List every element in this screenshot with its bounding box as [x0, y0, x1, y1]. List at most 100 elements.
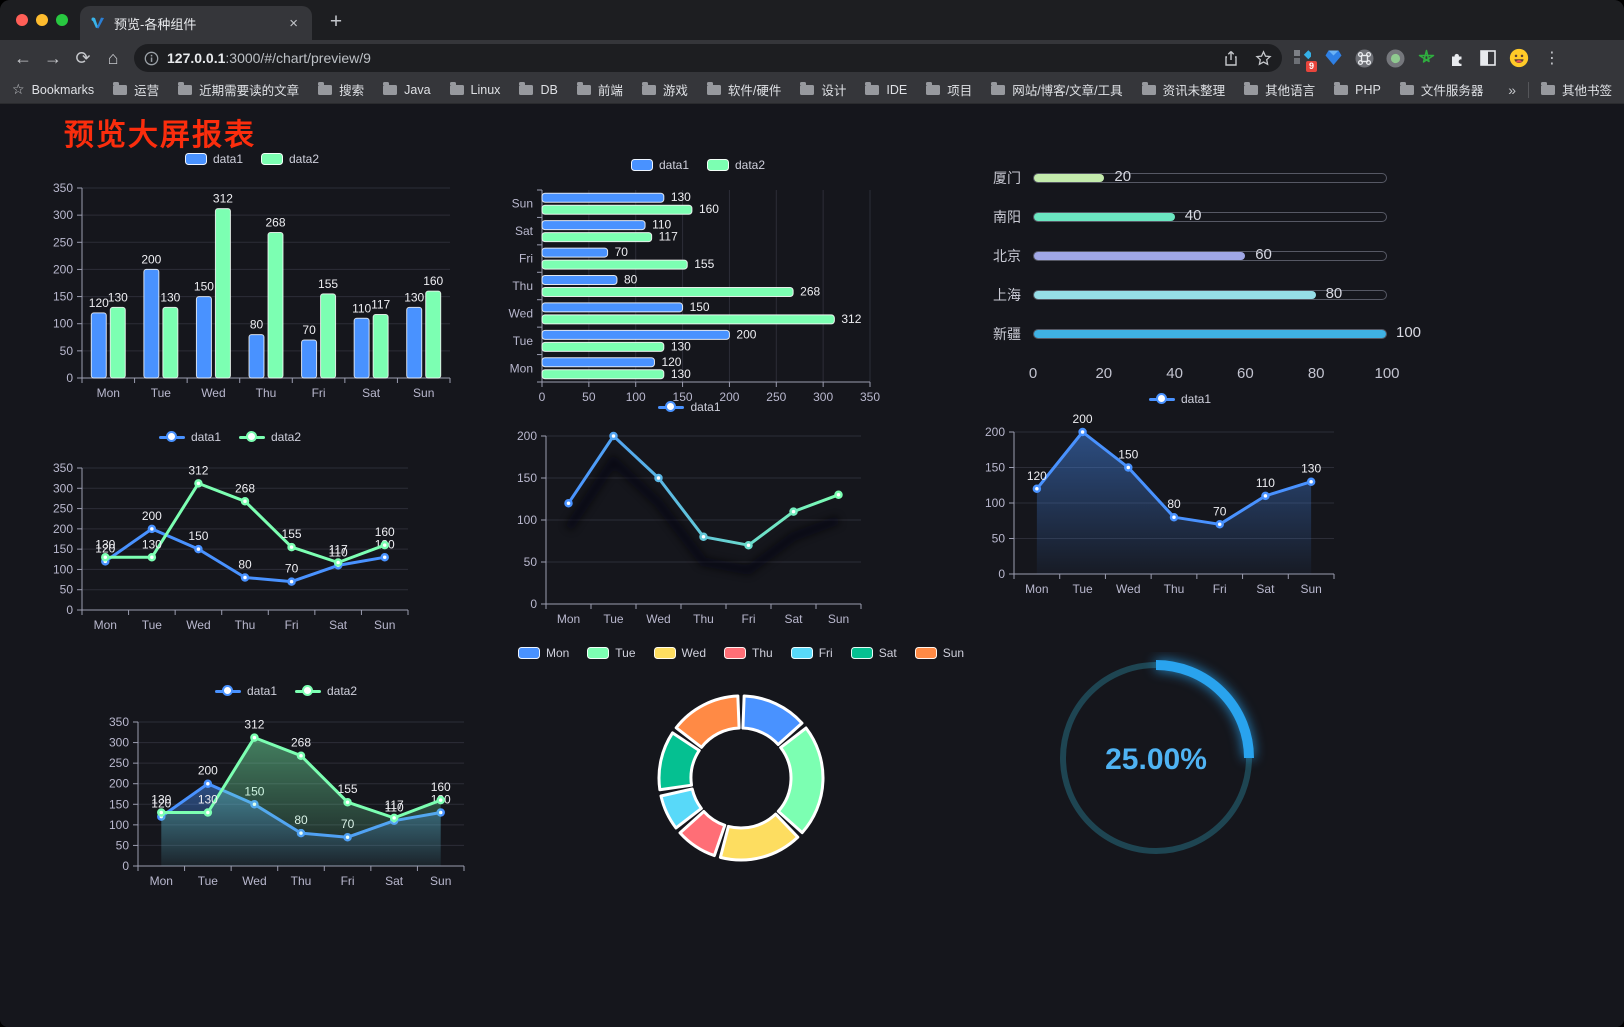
legend-item[interactable]: data2	[295, 684, 357, 698]
svg-text:Fri: Fri	[519, 252, 533, 266]
legend-item[interactable]: Thu	[724, 646, 773, 660]
bookmark-folder[interactable]: 文件服务器	[1399, 80, 1483, 99]
legend-item[interactable]: data2	[261, 152, 319, 166]
svg-text:250: 250	[766, 390, 786, 404]
bar-chart-horizontal: data1 data2 0 50 100 150 200 250 300 350 Mon Tue Wed…	[498, 154, 898, 412]
command-extension-icon[interactable]	[1354, 48, 1374, 68]
bookmark-folder-label: 设计	[821, 84, 847, 98]
svg-text:160: 160	[699, 202, 719, 216]
bookmark-star-icon[interactable]	[1255, 49, 1272, 67]
bookmarks-star-icon[interactable]: ☆	[12, 81, 25, 97]
legend-label: data2	[327, 684, 358, 698]
svg-text:Thu: Thu	[235, 618, 256, 632]
svg-text:Fri: Fri	[285, 618, 299, 632]
new-tab-button[interactable]: +	[329, 10, 343, 33]
svg-text:Mon: Mon	[1025, 582, 1048, 596]
progress-label: 上海	[993, 286, 1021, 303]
legend-item[interactable]: data1	[1148, 392, 1211, 406]
svg-text:100: 100	[53, 562, 73, 576]
svg-text:0: 0	[66, 603, 73, 617]
other-bookmarks-folder[interactable]: 其他书签	[1540, 80, 1612, 99]
page-content: 预览大屏报表 data1 data2 0 50 100 150 200 250 300 350 Mo…	[0, 104, 1624, 1027]
tab-close-icon[interactable]: ×	[289, 14, 298, 32]
minimize-window-button[interactable]	[36, 14, 48, 26]
svg-text:80: 80	[250, 318, 264, 332]
tampermonkey-extension-icon[interactable]: 9	[1292, 48, 1317, 72]
recorder-extension-icon[interactable]	[1385, 48, 1405, 68]
svg-text:Sun: Sun	[413, 386, 434, 400]
progress-track: 100	[1033, 324, 1421, 341]
legend-item[interactable]: Fri	[790, 646, 833, 660]
bookmark-folder[interactable]: 前端	[576, 80, 623, 99]
bookmark-folder[interactable]: Java	[383, 82, 431, 97]
bookmark-folder[interactable]: 其他语言	[1244, 80, 1315, 99]
bookmark-folder[interactable]: 游戏	[641, 80, 688, 99]
legend-item[interactable]: Mon	[517, 646, 569, 660]
bookmark-folder[interactable]: 运营	[113, 80, 159, 99]
close-window-button[interactable]	[16, 14, 28, 26]
bookmark-folder[interactable]: 网站/博客/文章/工具	[991, 80, 1123, 99]
browser-tab[interactable]: 预览-各种组件 ×	[80, 6, 312, 40]
bookmark-folder[interactable]: PHP	[1334, 82, 1381, 97]
forward-icon[interactable]: →	[44, 47, 62, 68]
url-path: :3000/#/chart/preview/9	[225, 50, 371, 66]
progress-bar-chart: 厦门 20 南阳 40 北京 60 上海 80 新疆 100 0 20 40 60 80 100	[985, 158, 1421, 432]
zoom-window-button[interactable]	[56, 14, 68, 26]
bookmark-folder[interactable]: 近期需要读的文章	[178, 80, 299, 99]
home-icon[interactable]: ⌂	[107, 47, 119, 68]
reload-icon[interactable]: ⟳	[75, 47, 91, 68]
legend-item[interactable]: data2	[707, 158, 765, 172]
progress-fill	[1034, 251, 1246, 260]
chart-legend: Mon Tue Wed Thu Fri Sat Sun	[517, 642, 964, 664]
gem-extension-icon[interactable]	[1323, 48, 1343, 68]
share-icon[interactable]	[1223, 50, 1239, 67]
browser-menu-icon[interactable]: ⋮	[1544, 50, 1560, 67]
legend-item[interactable]: data1	[214, 684, 277, 698]
legend-item[interactable]: data1	[630, 158, 689, 172]
legend-item[interactable]: data2	[239, 430, 301, 444]
legend-label: Fri	[818, 646, 833, 660]
svg-text:117: 117	[659, 230, 678, 244]
svg-text:70: 70	[302, 323, 316, 337]
svg-text:Wed: Wed	[646, 612, 670, 626]
folder-icon	[1244, 82, 1259, 95]
bookmarks-overflow-icon[interactable]: »	[1508, 81, 1516, 98]
bookmark-folder[interactable]: 搜索	[318, 80, 364, 99]
legend-label: data1	[690, 400, 721, 414]
profile-avatar[interactable]	[1509, 48, 1529, 68]
star-extension-icon[interactable]	[1416, 48, 1436, 68]
svg-text:130: 130	[151, 793, 171, 807]
legend-item[interactable]: Wed	[653, 646, 706, 660]
legend-item[interactable]: Sun	[914, 646, 964, 660]
address-bar[interactable]: 127.0.0.1:3000/#/chart/preview/9	[134, 44, 1282, 72]
svg-text:300: 300	[109, 736, 129, 750]
bookmark-folder-label: 运营	[134, 84, 160, 98]
bookmark-folder[interactable]: 软件/硬件	[706, 80, 781, 99]
legend-item[interactable]: data1	[158, 430, 221, 444]
bookmark-folder[interactable]: 资讯未整理	[1141, 80, 1225, 99]
legend-item[interactable]: data1	[658, 400, 721, 414]
svg-text:130: 130	[198, 793, 218, 807]
back-icon[interactable]: ←	[14, 47, 32, 68]
legend-item[interactable]: Tue	[587, 646, 636, 660]
svg-text:Fri: Fri	[312, 386, 326, 400]
progress-label: 厦门	[993, 169, 1021, 186]
svg-text:Tue: Tue	[151, 386, 172, 400]
folder-icon	[1334, 82, 1349, 95]
bookmark-folder[interactable]: 项目	[926, 80, 972, 99]
svg-text:Mon: Mon	[97, 386, 120, 400]
svg-text:350: 350	[109, 715, 129, 729]
legend-item[interactable]: data1	[184, 152, 243, 166]
bookmark-folder[interactable]: Linux	[449, 82, 500, 97]
bookmarks-label-item[interactable]: Bookmarks	[32, 83, 95, 97]
bookmark-folder[interactable]: 设计	[800, 80, 846, 99]
svg-text:50: 50	[60, 583, 74, 597]
bookmark-folder[interactable]: IDE	[865, 82, 907, 97]
puzzle-extensions-icon[interactable]	[1447, 48, 1467, 68]
folder-icon	[383, 82, 398, 95]
bookmark-folder[interactable]: DB	[519, 82, 558, 97]
legend-item[interactable]: Sat	[850, 646, 897, 660]
site-info-icon[interactable]	[144, 51, 159, 66]
folder-icon	[641, 82, 656, 95]
dark-mode-extension-icon[interactable]	[1478, 48, 1498, 68]
